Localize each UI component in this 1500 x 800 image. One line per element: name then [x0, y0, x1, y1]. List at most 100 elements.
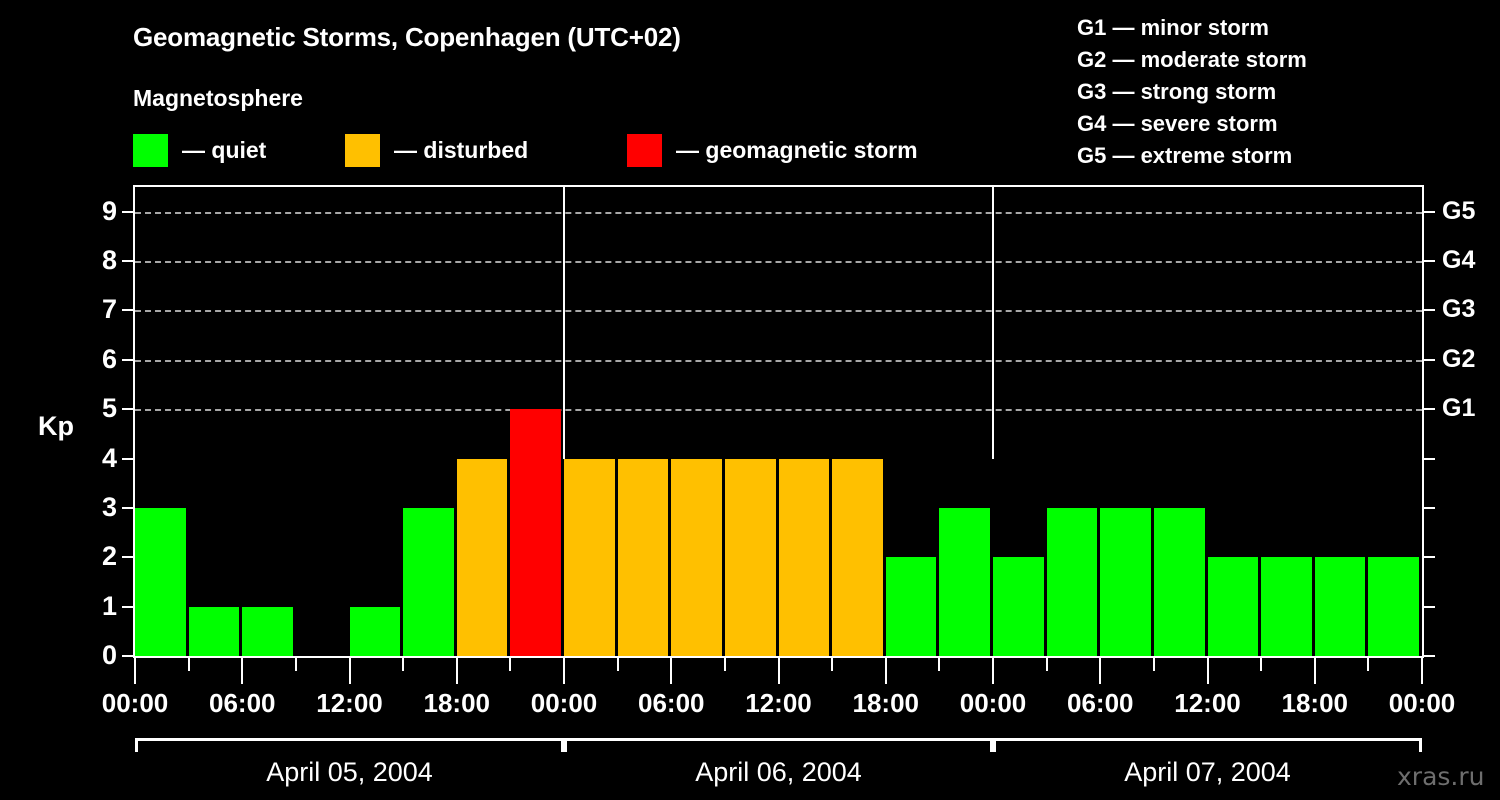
y-tick-mark-2 [122, 556, 133, 559]
bar-15 [939, 507, 990, 656]
bar-0 [135, 507, 186, 656]
page-title: Geomagnetic Storms, Copenhagen (UTC+02) [133, 22, 681, 52]
bar-19 [1153, 507, 1205, 656]
x-tick-label-1: 06:00 [209, 688, 276, 718]
legend-label-geomagnetic-storm: — geomagnetic storm [676, 136, 918, 163]
day-bracket-2 [564, 738, 993, 752]
day-bracket-3 [993, 738, 1422, 752]
x-tick-mark-2 [241, 658, 244, 684]
x-tick-mark-16 [992, 658, 994, 684]
x-tick-label-2: 12:00 [316, 688, 383, 718]
g-legend-row-5: G5 — extreme storm [1077, 143, 1293, 168]
watermark: xras.ru [1397, 762, 1485, 791]
gridline-kp-7 [135, 310, 1422, 313]
bar-2 [242, 606, 293, 656]
y-tick-mark-4 [122, 457, 133, 460]
day-separator-2 [992, 187, 994, 459]
y-tick-label-1: 1 [101, 590, 117, 621]
x-tick-mark-1 [187, 658, 190, 671]
bar-23 [1368, 557, 1419, 656]
right-tick-mark-G3 [1424, 309, 1435, 312]
plot-inner [135, 187, 1422, 656]
date-label-1: April 05, 2004 [266, 757, 433, 787]
y-tick-label-8: 8 [101, 245, 117, 276]
date-label-3: April 07, 2004 [1124, 757, 1291, 787]
gridline-kp-8 [135, 261, 1422, 264]
y-tick-mark-7 [122, 309, 133, 312]
right-tick-mark-kp-4 [1424, 457, 1435, 460]
x-tick-label-8: 00:00 [959, 688, 1027, 718]
x-tick-label-11: 18:00 [1281, 688, 1349, 718]
g-scale-legend: G1 — minor storm G2 — moderate storm G3 — … [1077, 12, 1497, 172]
legend-label-disturbed: — disturbed [394, 136, 529, 163]
x-tick-mark-14 [884, 658, 887, 684]
x-tick-label-5: 06:00 [638, 688, 705, 718]
right-tick-label-G2: G2 [1442, 344, 1476, 373]
x-tick-mark-11 [723, 658, 726, 671]
legend-swatch-quiet [133, 133, 168, 167]
bar-11 [724, 458, 776, 656]
x-tick-label-9: 06:00 [1067, 688, 1134, 718]
right-tick-label-G3: G3 [1442, 295, 1476, 324]
x-tick-mark-23 [1367, 658, 1370, 671]
bar-13 [832, 458, 883, 656]
x-tick-mark-24 [1421, 658, 1423, 684]
right-tick-mark-G1 [1424, 408, 1435, 411]
bar-10 [671, 458, 722, 656]
right-tick-mark-kp-3 [1424, 506, 1435, 509]
x-tick-label-6: 12:00 [745, 688, 812, 718]
gridline-kp-9 [135, 211, 1422, 214]
x-tick-mark-3 [294, 658, 297, 671]
bar-1 [188, 606, 240, 656]
bar-7 [510, 409, 561, 656]
bar-6 [456, 458, 508, 656]
bar-20 [1207, 557, 1259, 656]
y-tick-mark-9 [122, 210, 133, 213]
bar-14 [885, 557, 937, 656]
y-tick-mark-5 [122, 408, 133, 411]
right-tick-mark-kp-1 [1424, 605, 1435, 608]
g-legend-row-4: G4 — severe storm [1077, 111, 1278, 136]
x-tick-mark-21 [1260, 658, 1263, 671]
y-tick-label-0: 0 [101, 640, 117, 670]
y-tick-mark-0 [122, 655, 133, 657]
y-tick-mark-1 [122, 605, 133, 608]
bar-4 [349, 606, 401, 656]
right-tick-mark-G2 [1424, 358, 1435, 361]
bar-9 [617, 458, 669, 656]
legend-entry-quiet: — quiet [133, 133, 266, 167]
legend-label-quiet: — quiet [182, 136, 267, 163]
x-tick-label-0: 00:00 [101, 688, 169, 718]
right-tick-mark-kp-2 [1424, 556, 1435, 559]
y-tick-label-3: 3 [101, 491, 117, 522]
x-tick-label-10: 12:00 [1174, 688, 1241, 718]
bar-21 [1261, 557, 1312, 656]
y-tick-mark-6 [122, 358, 133, 361]
x-tick-mark-18 [1099, 658, 1102, 684]
x-tick-mark-9 [616, 658, 619, 671]
legend-swatch-geomagnetic-storm [627, 133, 662, 167]
x-tick-label-7: 18:00 [852, 688, 920, 718]
x-tick-mark-12 [777, 658, 780, 684]
bar-18 [1100, 507, 1151, 656]
legend-swatch-disturbed [345, 133, 380, 167]
gridline-kp-5 [135, 409, 1422, 412]
x-tick-mark-22 [1313, 658, 1316, 684]
y-tick-label-2: 2 [101, 541, 117, 572]
x-tick-mark-6 [455, 658, 458, 684]
bar-17 [1046, 507, 1098, 656]
right-tick-mark-G4 [1424, 260, 1435, 263]
y-axis-title: Kp [38, 411, 74, 441]
x-tick-label-3: 18:00 [423, 688, 491, 718]
plot-area [133, 185, 1424, 658]
x-tick-mark-13 [831, 658, 834, 671]
y-tick-label-6: 6 [101, 343, 117, 374]
x-tick-mark-17 [1045, 658, 1048, 671]
x-tick-mark-19 [1152, 658, 1155, 671]
y-tick-mark-3 [122, 506, 133, 509]
y-tick-mark-8 [122, 260, 133, 263]
g-legend-row-2: G2 — moderate storm [1077, 47, 1307, 72]
y-tick-label-5: 5 [101, 393, 117, 424]
right-tick-mark-G5 [1424, 210, 1435, 213]
